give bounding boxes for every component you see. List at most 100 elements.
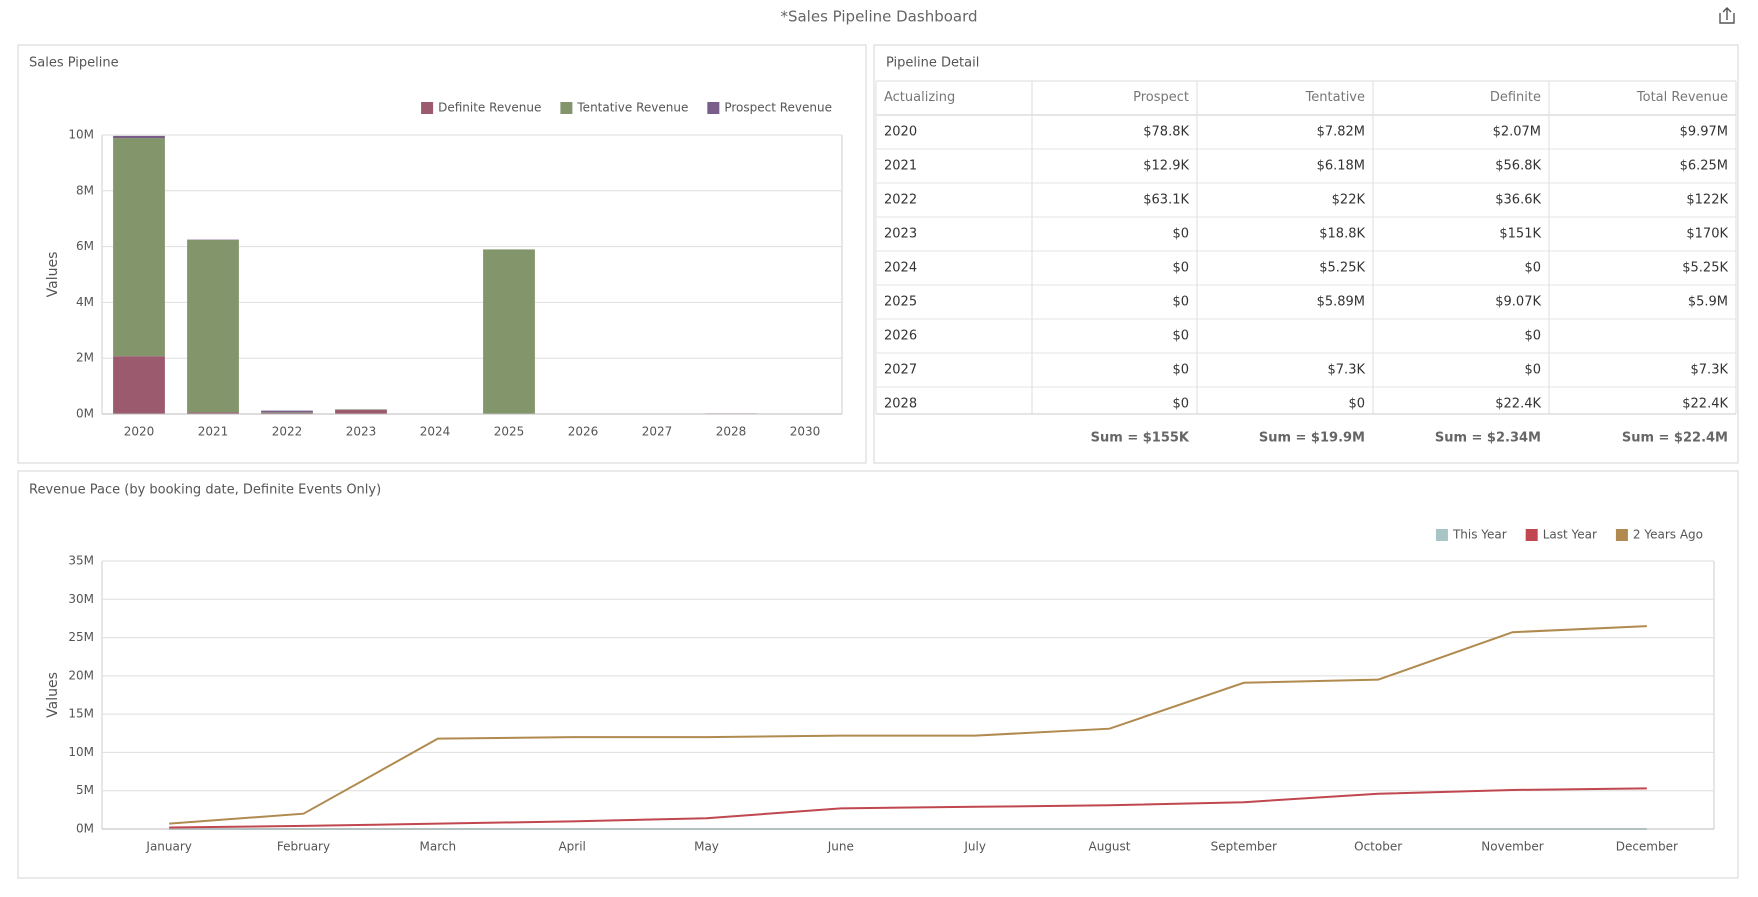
- bar-segment: [113, 138, 165, 357]
- table-cell: $0: [1524, 329, 1541, 344]
- x-tick-label: September: [1211, 840, 1277, 854]
- bar-segment: [187, 412, 239, 414]
- table-cell: $18.8K: [1319, 227, 1365, 242]
- x-tick-label: 2022: [272, 425, 303, 439]
- table-header: Tentative: [1305, 90, 1365, 105]
- table-cell: $5.25K: [1319, 261, 1365, 276]
- y-tick-label: 35M: [68, 554, 94, 568]
- x-tick-label: August: [1089, 840, 1131, 854]
- x-tick-label: 2024: [420, 425, 451, 439]
- x-tick-label: June: [827, 840, 854, 854]
- y-tick-label: 4M: [76, 295, 94, 309]
- bar-segment: [113, 356, 165, 414]
- y-tick-label: 8M: [76, 183, 94, 197]
- y-axis-label: Values: [45, 672, 61, 718]
- legend-label: Definite Revenue: [438, 101, 541, 115]
- table-cell: $6.25M: [1680, 159, 1728, 174]
- panel-title: Sales Pipeline: [29, 56, 119, 71]
- table-cell: $22.4K: [1682, 397, 1728, 412]
- legend-label: Prospect Revenue: [724, 101, 832, 115]
- table-total: Sum = $22.4M: [1622, 431, 1728, 446]
- y-tick-label: 25M: [68, 630, 94, 644]
- table-cell: $63.1K: [1143, 193, 1189, 208]
- table-header: Definite: [1490, 90, 1541, 105]
- y-tick-label: 0M: [76, 822, 94, 836]
- x-tick-label: 2025: [494, 425, 525, 439]
- legend-label: This Year: [1452, 528, 1507, 542]
- table-cell: $151K: [1499, 227, 1541, 242]
- table-cell: 2020: [884, 125, 917, 140]
- legend-swatch: [1615, 529, 1628, 541]
- table-cell: $5.9M: [1688, 295, 1728, 310]
- table-cell: $5.25K: [1682, 261, 1728, 276]
- bar-segment: [335, 409, 387, 414]
- panel-title: Revenue Pace (by booking date, Definite …: [29, 483, 381, 498]
- table-cell: $0: [1172, 227, 1189, 242]
- table-cell: $36.6K: [1495, 193, 1541, 208]
- table-header: Total Revenue: [1636, 90, 1728, 105]
- y-tick-label: 6M: [76, 239, 94, 253]
- table-cell: $2.07M: [1493, 125, 1541, 140]
- x-tick-label: February: [277, 840, 330, 854]
- table-cell: $170K: [1686, 227, 1728, 242]
- x-tick-label: 2027: [642, 425, 673, 439]
- legend-label: 2 Years Ago: [1633, 528, 1703, 542]
- table-cell: $12.9K: [1143, 159, 1189, 174]
- table-cell: $0: [1524, 261, 1541, 276]
- table-cell: 2022: [884, 193, 917, 208]
- bar-segment: [335, 409, 387, 410]
- x-tick-label: March: [420, 840, 457, 854]
- x-tick-label: May: [694, 840, 719, 854]
- bar-segment: [483, 249, 535, 414]
- table-header: Actualizing: [884, 90, 955, 105]
- y-tick-label: 0M: [76, 407, 94, 421]
- revenue-pace-panel: [17, 470, 1739, 879]
- legend-swatch: [707, 102, 720, 114]
- table-cell: $0: [1348, 397, 1365, 412]
- y-axis-label: Values: [45, 252, 61, 298]
- table-cell: 2026: [884, 329, 917, 344]
- x-tick-label: July: [963, 840, 986, 854]
- table-cell: $22K: [1332, 193, 1366, 208]
- y-tick-label: 30M: [68, 592, 94, 606]
- table-cell: $9.97M: [1680, 125, 1728, 140]
- table-total: Sum = $155K: [1091, 431, 1190, 446]
- y-tick-label: 2M: [76, 351, 94, 365]
- x-tick-label: January: [145, 840, 192, 854]
- x-tick-label: 2030: [790, 425, 821, 439]
- legend-label: Tentative Revenue: [576, 101, 688, 115]
- legend-swatch: [421, 102, 434, 114]
- x-tick-label: 2021: [198, 425, 229, 439]
- table-cell: $22.4K: [1495, 397, 1541, 412]
- x-tick-label: 2028: [716, 425, 747, 439]
- table-cell: 2023: [884, 227, 917, 242]
- bar-segment: [261, 412, 313, 414]
- table-cell: $7.3K: [1328, 363, 1366, 378]
- y-tick-label: 10M: [68, 745, 94, 759]
- legend-label: Last Year: [1543, 528, 1597, 542]
- table-cell: $5.89M: [1317, 295, 1365, 310]
- table-cell: $0: [1172, 295, 1189, 310]
- line-series: [169, 787, 1647, 829]
- table-cell: $9.07K: [1495, 295, 1541, 310]
- panel-title: Pipeline Detail: [886, 56, 979, 71]
- table-cell: 2028: [884, 397, 917, 412]
- table-cell: $78.8K: [1143, 125, 1189, 140]
- legend-swatch: [560, 102, 573, 114]
- table-total: Sum = $19.9M: [1259, 431, 1365, 446]
- bar-segment: [261, 412, 313, 413]
- share-icon[interactable]: [1719, 7, 1735, 24]
- x-tick-label: October: [1354, 840, 1402, 854]
- x-tick-label: November: [1481, 840, 1543, 854]
- x-tick-label: 2020: [124, 425, 155, 439]
- table-cell: $0: [1172, 261, 1189, 276]
- table-cell: $7.82M: [1317, 125, 1365, 140]
- table-cell: $56.8K: [1495, 159, 1541, 174]
- x-tick-label: 2023: [346, 425, 377, 439]
- legend-swatch: [1525, 529, 1538, 541]
- table-cell: $122K: [1686, 193, 1728, 208]
- pipeline-detail-panel: [873, 44, 1739, 464]
- bar-segment: [261, 410, 313, 413]
- table-cell: $0: [1524, 363, 1541, 378]
